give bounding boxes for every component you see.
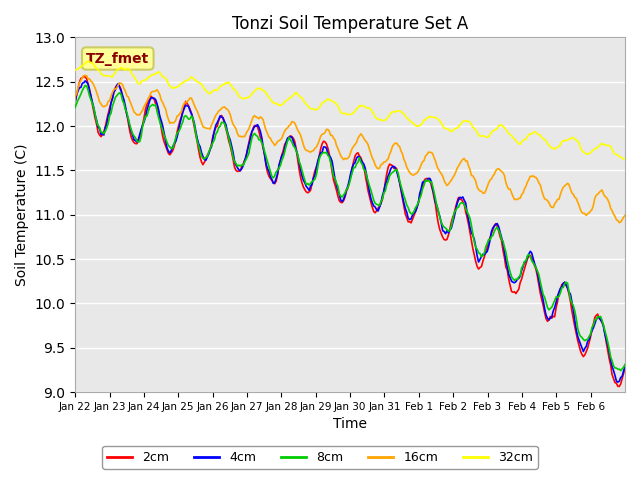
X-axis label: Time: Time (333, 418, 367, 432)
Legend: 2cm, 4cm, 8cm, 16cm, 32cm: 2cm, 4cm, 8cm, 16cm, 32cm (102, 446, 538, 469)
Text: TZ_fmet: TZ_fmet (86, 51, 149, 66)
Y-axis label: Soil Temperature (C): Soil Temperature (C) (15, 144, 29, 286)
Title: Tonzi Soil Temperature Set A: Tonzi Soil Temperature Set A (232, 15, 468, 33)
